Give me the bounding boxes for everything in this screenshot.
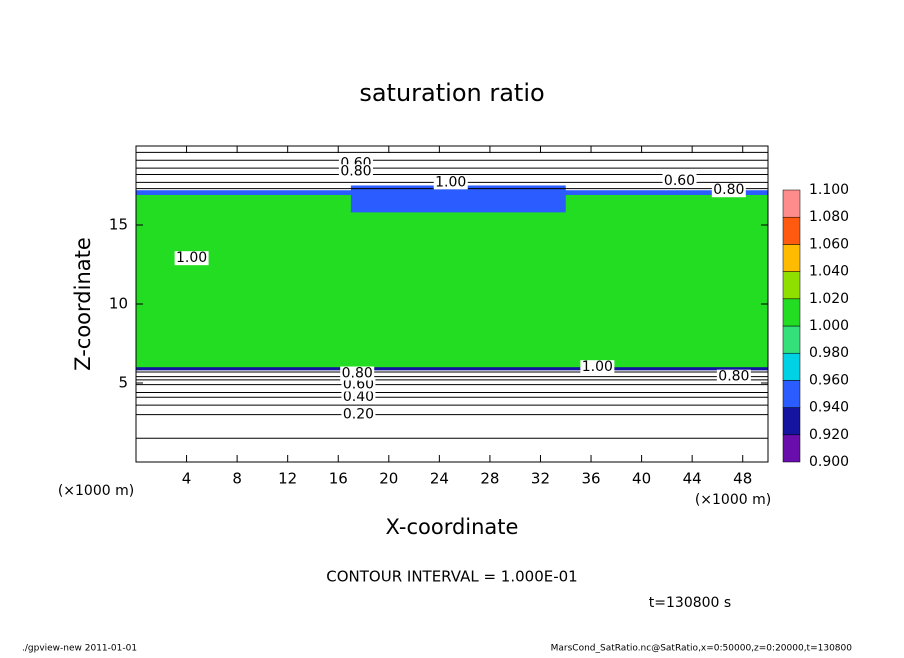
colorbar-label: 0.920 — [809, 427, 849, 443]
contour-label: 0.60 — [664, 173, 695, 189]
y-tick-label: 15 — [109, 216, 128, 234]
x-tick-label: 20 — [379, 470, 398, 488]
colorbar-swatch — [782, 271, 801, 300]
x-tick-label: 8 — [232, 470, 242, 488]
x-axis-label: X-coordinate — [386, 515, 519, 539]
colorbar-swatch — [782, 380, 801, 408]
field-region — [136, 367, 768, 371]
contour-label-bg — [716, 369, 751, 384]
contour-label-bg — [341, 407, 376, 422]
colorbar-swatch — [782, 244, 801, 272]
x-tick-label: 28 — [480, 470, 499, 488]
x-tick-label: 32 — [531, 470, 550, 488]
colorbar-swatch — [782, 352, 801, 381]
contour-label: 0.40 — [343, 389, 374, 405]
colorbar-label: 1.020 — [809, 291, 849, 307]
field-region — [350, 185, 566, 213]
x-tick-label: 44 — [683, 470, 702, 488]
x-tick-label: 48 — [733, 470, 752, 488]
x-unit-left: (×1000 m) — [58, 483, 134, 499]
contour-label: 0.80 — [713, 182, 744, 198]
x-tick-label: 36 — [581, 470, 600, 488]
colorbar-label: 1.080 — [809, 209, 849, 225]
contour-label-bg — [341, 390, 376, 405]
contour-label: 0.20 — [343, 407, 374, 423]
contour-label-bg — [174, 251, 209, 266]
y-tick-label: 10 — [109, 295, 128, 313]
footer-left: ./gpview-new 2011-01-01 — [22, 644, 137, 654]
chart-title: saturation ratio — [359, 79, 544, 107]
x-tick-label: 4 — [182, 470, 192, 488]
x-unit-right: (×1000 m) — [695, 492, 771, 508]
colorbar-swatch — [782, 325, 801, 354]
colorbar-label: 1.040 — [809, 264, 849, 280]
contour-label-bg — [340, 366, 375, 381]
colorbar-label: 1.060 — [809, 236, 849, 252]
colorbar-label: 0.980 — [809, 345, 849, 361]
contour-label: 1.00 — [435, 174, 466, 190]
x-tick-label: 24 — [430, 470, 449, 488]
colorbar-swatch — [782, 298, 801, 327]
contour-label: 0.80 — [718, 369, 749, 385]
contour-label-bg — [580, 360, 615, 375]
colorbar-swatch — [782, 407, 801, 436]
footer-right: MarsCond_SatRatio.nc@SatRatio,x=0:50000,… — [551, 644, 853, 654]
colorbar-swatch — [782, 216, 801, 245]
colorbar-label: 0.900 — [809, 454, 849, 470]
y-tick-label: 5 — [118, 374, 128, 392]
colorbar-label: 1.100 — [809, 182, 849, 198]
contour-label: 0.80 — [342, 366, 373, 382]
x-tick-label: 16 — [329, 470, 348, 488]
x-tick-label: 40 — [632, 470, 651, 488]
contour-label-bg — [433, 175, 468, 190]
colorbar-label: 0.960 — [809, 372, 849, 388]
y-axis-label: Z-coordinate — [71, 237, 95, 371]
contour-label-bg — [338, 164, 373, 179]
contour-label: 1.00 — [176, 250, 207, 266]
contour-label-bg — [662, 173, 697, 188]
colorbar-swatch — [782, 434, 801, 463]
time-note: t=130800 s — [649, 595, 731, 611]
colorbar-swatch — [782, 189, 801, 218]
contour-label-bg — [711, 183, 746, 198]
contour-label: 0.80 — [340, 163, 371, 179]
contour-label: 1.00 — [582, 359, 613, 375]
colorbar-label: 1.000 — [809, 318, 849, 334]
x-tick-label: 12 — [278, 470, 297, 488]
contour-interval: CONTOUR INTERVAL = 1.000E-01 — [326, 568, 577, 586]
colorbar-label: 0.940 — [809, 400, 849, 416]
contour-label: 0.60 — [343, 377, 374, 393]
field-region — [136, 193, 768, 369]
contour-label-bg — [341, 377, 376, 392]
